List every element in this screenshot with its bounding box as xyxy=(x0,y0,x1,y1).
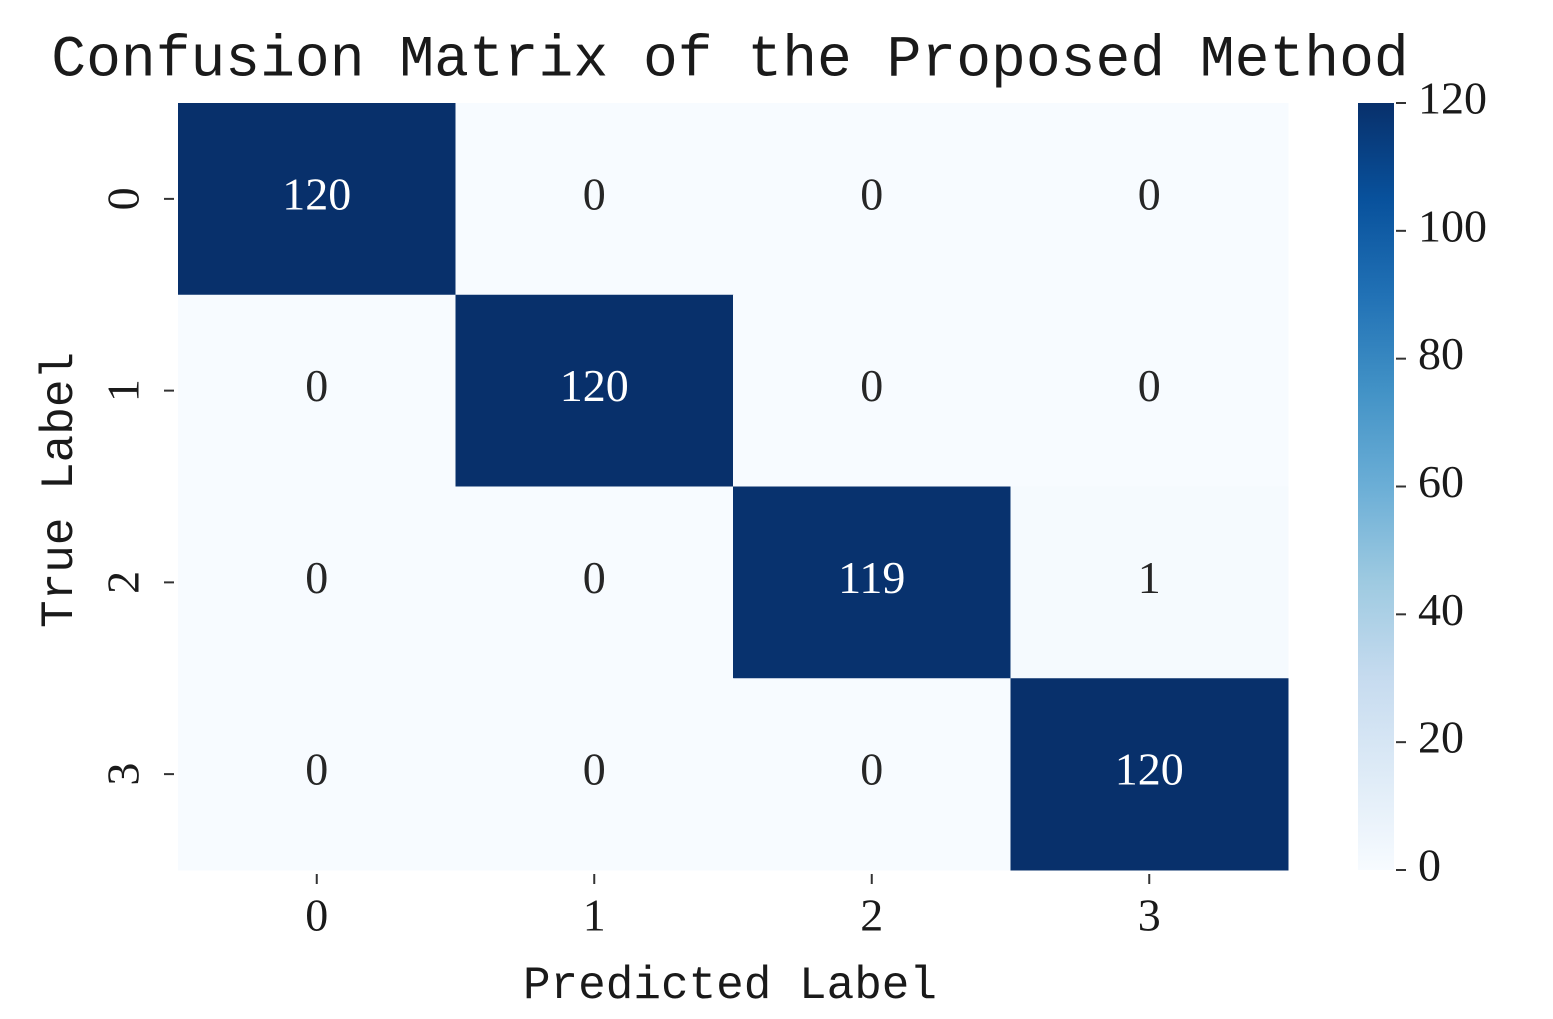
heatmap-cell xyxy=(455,678,734,871)
x-tick-label: 1 xyxy=(583,890,606,941)
cell-value: 0 xyxy=(583,552,606,603)
heatmap-cell xyxy=(178,294,456,487)
cell-value: 0 xyxy=(860,744,883,795)
cell-value: 120 xyxy=(1115,744,1184,795)
x-tick-label: 3 xyxy=(1138,890,1161,941)
x-tick-label: 2 xyxy=(860,890,883,941)
heatmap-cell xyxy=(1010,103,1289,296)
heatmap-cell xyxy=(1010,294,1289,487)
y-tick-label: 2 xyxy=(98,571,149,594)
y-axis-label: True Label xyxy=(34,352,86,628)
colorbar-tick-label: 120 xyxy=(1418,73,1487,124)
colorbar-tick-label: 0 xyxy=(1418,840,1441,891)
y-tick-label: 0 xyxy=(98,187,149,210)
cell-value: 120 xyxy=(282,168,351,219)
cell-value: 0 xyxy=(583,744,606,795)
colorbar-tick-label: 20 xyxy=(1418,712,1464,763)
heatmap-cell xyxy=(455,103,734,296)
heatmap-cell xyxy=(455,486,734,679)
heatmap-cell xyxy=(178,678,456,871)
colorbar-tick-label: 80 xyxy=(1418,328,1464,379)
chart-title: Confusion Matrix of the Proposed Method xyxy=(51,28,1408,93)
cell-value: 120 xyxy=(560,360,629,411)
cell-value: 0 xyxy=(305,360,328,411)
x-axis-label: Predicted Label xyxy=(523,960,937,1012)
y-tick-label: 1 xyxy=(98,379,149,402)
y-tick-label: 3 xyxy=(98,763,149,786)
heatmap-cell xyxy=(733,103,1011,296)
x-tick-label: 0 xyxy=(305,890,328,941)
cell-value: 0 xyxy=(583,168,606,219)
heatmap-cell xyxy=(1010,486,1289,679)
colorbar-tick-label: 40 xyxy=(1418,584,1464,635)
cell-value: 0 xyxy=(860,360,883,411)
heatmap-cell xyxy=(178,486,456,679)
colorbar-tick-label: 100 xyxy=(1418,200,1487,251)
cell-value: 0 xyxy=(305,744,328,795)
cell-value: 0 xyxy=(305,552,328,603)
cell-value: 0 xyxy=(860,168,883,219)
cell-value: 0 xyxy=(1138,360,1161,411)
heatmap-cell xyxy=(733,294,1011,487)
heatmap-cell xyxy=(733,678,1011,871)
cell-value: 119 xyxy=(838,552,905,603)
heatmap-cell xyxy=(455,294,734,487)
heatmap-cell xyxy=(178,103,456,296)
colorbar xyxy=(1358,103,1394,870)
heatmap-cell xyxy=(1010,678,1289,871)
heatmap-cell xyxy=(733,486,1011,679)
colorbar-tick-label: 60 xyxy=(1418,456,1464,507)
cell-value: 1 xyxy=(1138,552,1161,603)
cell-value: 0 xyxy=(1138,168,1161,219)
